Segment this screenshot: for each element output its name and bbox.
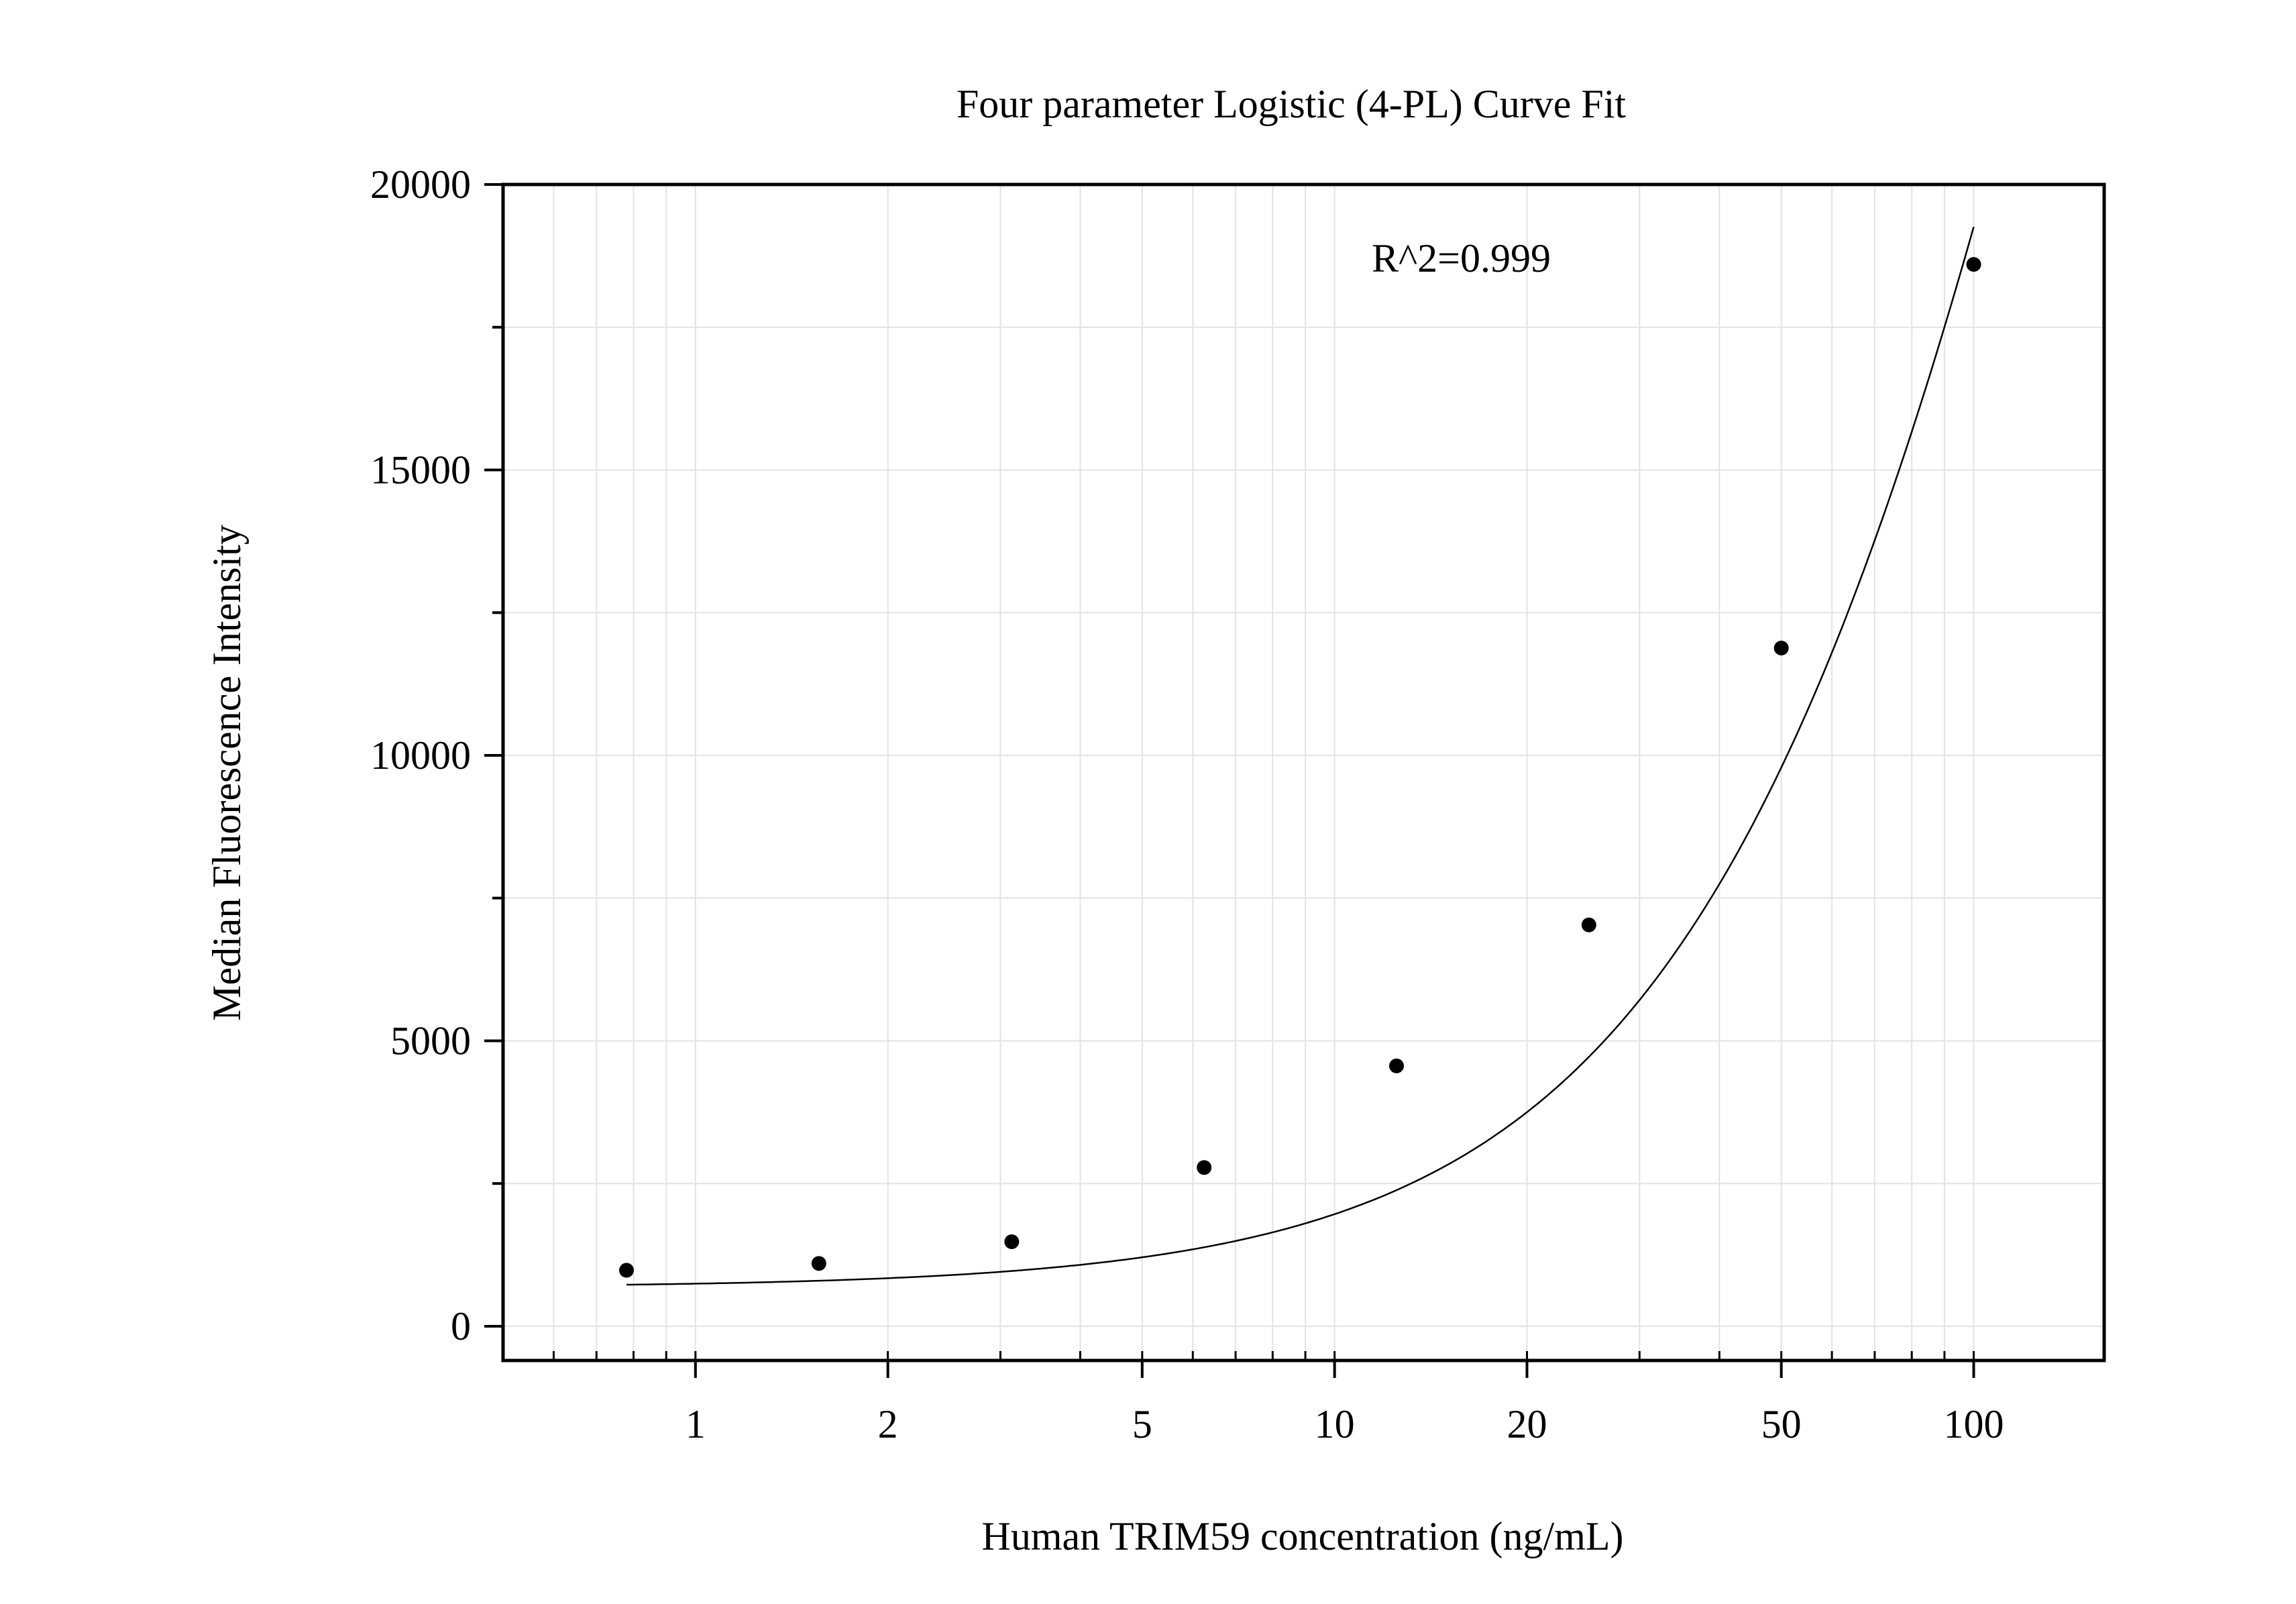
x-tick-label: 1 [686, 1402, 706, 1446]
data-point [811, 1256, 826, 1271]
data-point [1966, 257, 1981, 272]
x-tick-label: 5 [1132, 1402, 1152, 1446]
x-tick-label: 10 [1315, 1402, 1355, 1446]
chart-title: Four parameter Logistic (4-PL) Curve Fit [956, 82, 1626, 126]
x-tick-label: 50 [1761, 1402, 1802, 1446]
y-tick-label: 20000 [370, 162, 471, 207]
y-tick-label: 5000 [390, 1018, 471, 1063]
y-tick-label: 15000 [370, 447, 471, 492]
data-point [1004, 1234, 1020, 1249]
y-tick-label: 0 [451, 1304, 471, 1348]
y-axis-ticks: 0 5000 10000 15000 20000 [370, 162, 503, 1348]
plot-frame [501, 182, 2106, 1362]
grid-lines [503, 184, 2104, 1360]
r-squared-annotation: R^2=0.999 [1372, 236, 1551, 280]
x-tick-label: 100 [1944, 1402, 2004, 1446]
x-tick-label: 2 [878, 1402, 898, 1446]
data-point [1581, 917, 1596, 932]
data-point [1197, 1160, 1212, 1175]
y-tick-label: 10000 [370, 733, 471, 778]
data-point [1389, 1058, 1405, 1073]
fit-curve [626, 226, 1975, 1286]
x-tick-label: 20 [1507, 1402, 1547, 1446]
data-point [619, 1263, 635, 1278]
data-point [1773, 640, 1789, 655]
x-axis-ticks: 1 2 5 10 20 50 100 [552, 1351, 2004, 1446]
y-axis-label: Median Fluorescence Intensity [205, 525, 249, 1021]
data-points [619, 257, 1981, 1278]
x-axis-label: Human TRIM59 concentration (ng/mL) [981, 1514, 1623, 1558]
